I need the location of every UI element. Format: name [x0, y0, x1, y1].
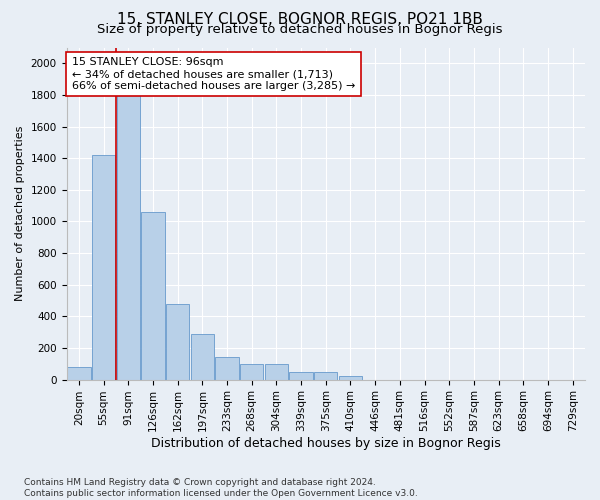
Bar: [166, 304, 190, 380]
Text: Contains HM Land Registry data © Crown copyright and database right 2024.
Contai: Contains HM Land Registry data © Crown c…: [24, 478, 418, 498]
Bar: [116, 71, 140, 380]
Text: Size of property relative to detached houses in Bognor Regis: Size of property relative to detached ho…: [97, 22, 503, 36]
Bar: [191, 334, 214, 380]
Bar: [240, 364, 263, 380]
Bar: [314, 372, 337, 380]
Bar: [289, 372, 313, 380]
Bar: [339, 376, 362, 380]
Bar: [215, 356, 239, 380]
X-axis label: Distribution of detached houses by size in Bognor Regis: Distribution of detached houses by size …: [151, 437, 500, 450]
Text: 15 STANLEY CLOSE: 96sqm
← 34% of detached houses are smaller (1,713)
66% of semi: 15 STANLEY CLOSE: 96sqm ← 34% of detache…: [72, 58, 355, 90]
Bar: [265, 364, 288, 380]
Text: 15, STANLEY CLOSE, BOGNOR REGIS, PO21 1BB: 15, STANLEY CLOSE, BOGNOR REGIS, PO21 1B…: [117, 12, 483, 28]
Y-axis label: Number of detached properties: Number of detached properties: [15, 126, 25, 301]
Bar: [141, 212, 164, 380]
Bar: [92, 155, 115, 380]
Bar: [67, 367, 91, 380]
